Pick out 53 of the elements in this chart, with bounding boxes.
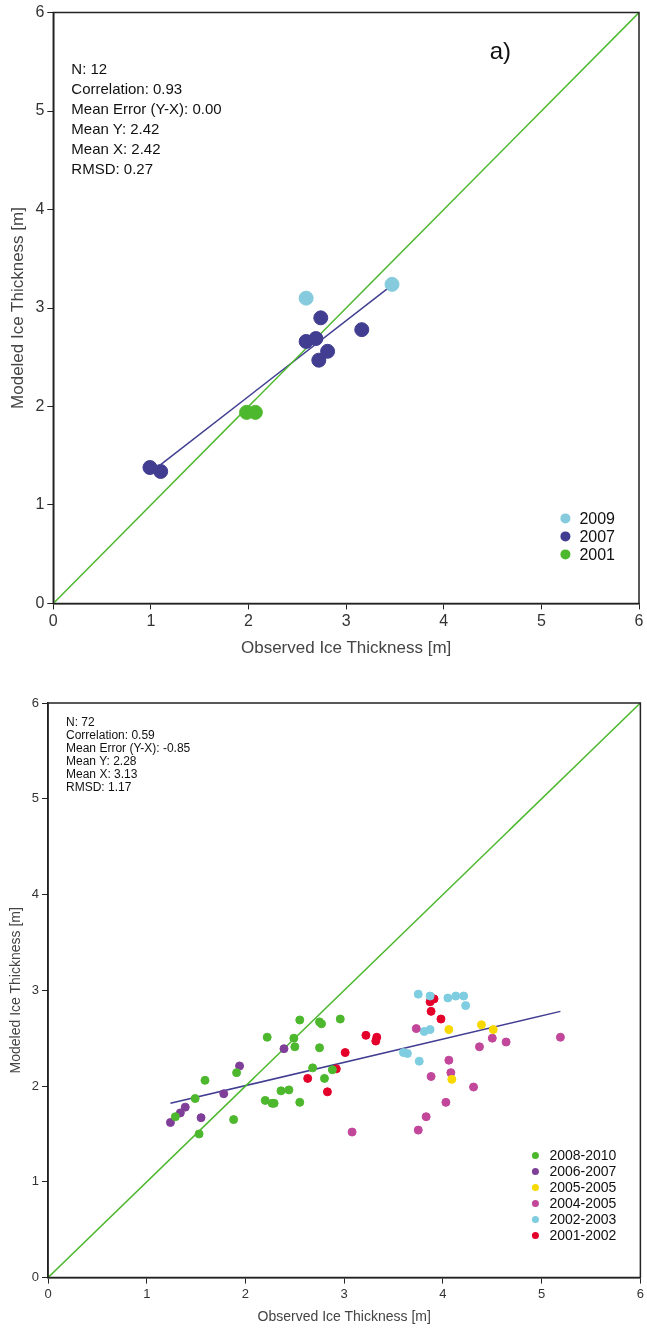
x-tick-label: 4 bbox=[439, 612, 449, 630]
annotation: N: 72 bbox=[66, 715, 96, 730]
legend-label: 2006-2007 bbox=[549, 1163, 617, 1180]
x-axis-title: Observed Ice Thickness [m] bbox=[240, 638, 452, 658]
legend-label: 2001-2002 bbox=[549, 1227, 617, 1244]
y-tick-label: 6 bbox=[31, 694, 40, 710]
annotation: Mean Y: 2.42 bbox=[71, 120, 160, 138]
x-tick-label: 5 bbox=[538, 1285, 546, 1301]
legend-label: 2007 bbox=[579, 527, 616, 545]
legend-label: 2002-2003 bbox=[549, 1211, 617, 1228]
annotation: Mean Y: 2.28 bbox=[66, 754, 137, 769]
y-tick-label: 6 bbox=[35, 3, 45, 21]
legend-label: 2008-2010 bbox=[549, 1147, 617, 1164]
y-axis-title: Modeled Ice Thickness [m] bbox=[7, 907, 24, 1074]
annotation: Mean X: 2.42 bbox=[71, 140, 161, 158]
annotation: Correlation: 0.93 bbox=[71, 80, 183, 98]
annotation: Mean Error (Y-X): -0.85 bbox=[66, 741, 191, 756]
x-tick-label: 3 bbox=[341, 612, 351, 630]
y-tick-label: 2 bbox=[31, 1077, 40, 1093]
y-tick-label: 5 bbox=[35, 101, 45, 119]
x-tick-label: 2 bbox=[241, 1285, 250, 1301]
x-tick-label: 6 bbox=[634, 612, 644, 630]
y-tick-label: 1 bbox=[31, 1173, 40, 1189]
x-tick-label: 6 bbox=[636, 1285, 644, 1301]
legend-label: 2001 bbox=[579, 545, 616, 563]
y-tick-label: 0 bbox=[35, 593, 45, 611]
x-tick-label: 1 bbox=[143, 1285, 151, 1301]
annotation: RMSD: 0.27 bbox=[71, 160, 153, 178]
legend-label: 2004-2005 bbox=[549, 1195, 617, 1212]
annotation: Correlation: 0.59 bbox=[66, 728, 156, 743]
y-tick-label: 4 bbox=[31, 886, 40, 902]
y-tick-label: 1 bbox=[35, 495, 45, 513]
y-tick-label: 2 bbox=[35, 396, 45, 414]
x-tick-label: 4 bbox=[439, 1285, 447, 1301]
annotation: N: 12 bbox=[71, 60, 108, 78]
annotation: Mean Error (Y-X): 0.00 bbox=[71, 100, 222, 118]
y-tick-label: 0 bbox=[31, 1269, 40, 1285]
legend-label: 2009 bbox=[579, 509, 616, 527]
x-tick-label: 5 bbox=[536, 612, 546, 630]
y-tick-label: 5 bbox=[31, 790, 40, 806]
y-tick-label: 4 bbox=[35, 199, 45, 217]
x-axis-title: Observed Ice Thickness [m] bbox=[257, 1308, 431, 1325]
y-tick-label: 3 bbox=[31, 981, 40, 997]
y-axis-title: Modeled Ice Thickness [m] bbox=[7, 207, 27, 409]
legend-label: 2005-2005 bbox=[549, 1179, 617, 1196]
x-tick-label: 3 bbox=[340, 1285, 348, 1301]
x-tick-label: 2 bbox=[244, 612, 254, 630]
annotation: Mean X: 3.13 bbox=[66, 767, 138, 782]
x-tick-label: 0 bbox=[48, 612, 58, 630]
x-tick-label: 1 bbox=[146, 612, 156, 630]
y-tick-label: 3 bbox=[35, 298, 45, 316]
annotation: RMSD: 1.17 bbox=[66, 780, 132, 795]
text: a) bbox=[489, 37, 511, 65]
